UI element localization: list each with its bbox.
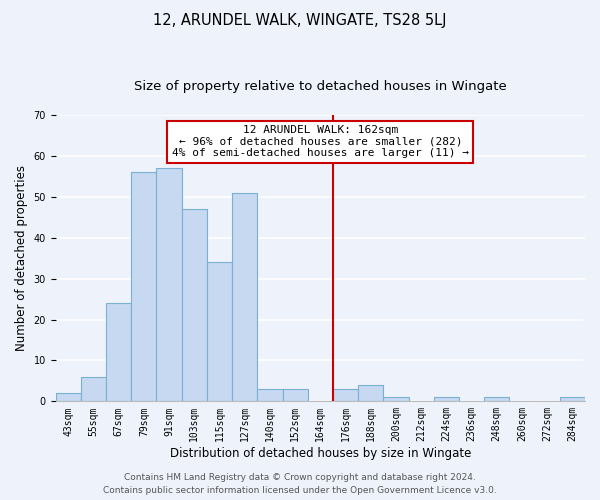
Bar [560,397,585,402]
Bar [257,389,283,402]
Bar [383,397,409,402]
Text: 12, ARUNDEL WALK, WINGATE, TS28 5LJ: 12, ARUNDEL WALK, WINGATE, TS28 5LJ [153,12,447,28]
Bar [434,397,459,402]
Bar [333,389,358,402]
Y-axis label: Number of detached properties: Number of detached properties [15,165,28,351]
X-axis label: Distribution of detached houses by size in Wingate: Distribution of detached houses by size … [170,447,471,460]
Bar [182,209,207,402]
Bar [207,262,232,402]
Text: Contains HM Land Registry data © Crown copyright and database right 2024.
Contai: Contains HM Land Registry data © Crown c… [103,474,497,495]
Bar [81,377,106,402]
Bar [283,389,308,402]
Bar [157,168,182,402]
Bar [232,192,257,402]
Text: 12 ARUNDEL WALK: 162sqm
← 96% of detached houses are smaller (282)
4% of semi-de: 12 ARUNDEL WALK: 162sqm ← 96% of detache… [172,125,469,158]
Bar [56,393,81,402]
Bar [358,385,383,402]
Bar [484,397,509,402]
Bar [106,303,131,402]
Bar [131,172,157,402]
Title: Size of property relative to detached houses in Wingate: Size of property relative to detached ho… [134,80,507,93]
